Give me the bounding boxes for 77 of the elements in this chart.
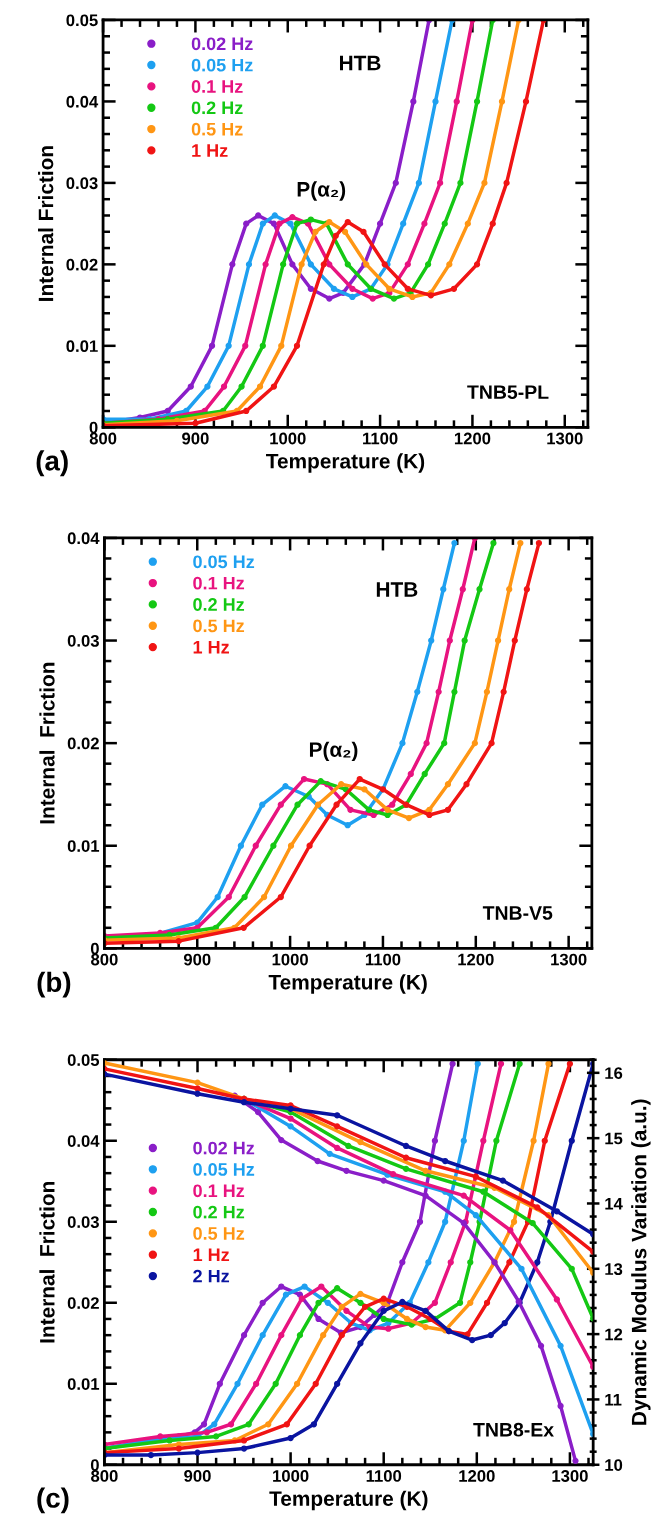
y2-tick-label: 15 xyxy=(605,1132,623,1145)
y2-tick-label: 11 xyxy=(605,1394,622,1406)
y-axis-title: Internal Friction xyxy=(39,662,55,824)
x-axis-title: Temperature (K) xyxy=(266,453,425,473)
x-axis-title: Temperature (K) xyxy=(269,1490,428,1511)
y-tick-label: 0.04 xyxy=(67,532,100,545)
x-tick-label: 1000 xyxy=(273,1470,309,1482)
x-tick-label: 1200 xyxy=(459,1470,495,1482)
x-tick-label: 1000 xyxy=(270,432,306,445)
x-tick-label: 1000 xyxy=(272,953,308,966)
text: (c) xyxy=(37,1487,69,1514)
legend-label: 0.05 Hz xyxy=(193,1163,255,1176)
x-tick-label: 900 xyxy=(182,432,209,445)
y-tick-label: 0.01 xyxy=(67,840,100,852)
annotation: TNB8-Ex xyxy=(473,1422,554,1437)
annotation: P(α₂) xyxy=(309,741,358,762)
y-tick-label: 0.03 xyxy=(67,634,99,647)
legend-label: 0.02 Hz xyxy=(191,37,253,51)
y2-tick-label: 12 xyxy=(605,1328,623,1341)
x-tick-label: 800 xyxy=(91,953,118,966)
annotation: P(α₂) xyxy=(297,181,346,201)
y-tick-label: 0.05 xyxy=(67,1054,100,1066)
legend-label: 0.05 Hz xyxy=(191,58,253,72)
text: (a) xyxy=(36,450,68,477)
annotation: TNB5-PL xyxy=(467,385,549,399)
x-tick-label: 1300 xyxy=(547,432,583,445)
legend-label: 1 Hz xyxy=(192,144,228,157)
legend-label: 0.05 Hz xyxy=(193,555,255,569)
y2-axis-title: Dynamic Modulus Variation (a.u.) xyxy=(631,1099,651,1425)
legend-label: 0.5 Hz xyxy=(193,619,245,633)
y2-tick-label: 13 xyxy=(605,1263,623,1276)
x-tick-label: 800 xyxy=(89,432,117,445)
text: (b) xyxy=(37,971,71,998)
y-tick-label: 0.02 xyxy=(67,737,99,750)
y-tick-label: 0.04 xyxy=(66,95,99,108)
y-tick-label: 0.01 xyxy=(67,1378,100,1390)
x-axis-title: Temperature (K) xyxy=(268,974,427,994)
y-tick-label: 0.03 xyxy=(67,1216,99,1228)
legend-label: 0.2 Hz xyxy=(193,1205,245,1219)
legend-label: 1 Hz xyxy=(193,640,229,654)
legend-label: 0.2 Hz xyxy=(191,101,243,115)
y-tick-label: 0 xyxy=(90,942,99,955)
x-tick-label: 1100 xyxy=(363,432,398,445)
y2-tick-label: 16 xyxy=(605,1067,623,1080)
annotation: HTB xyxy=(376,582,418,597)
y-tick-label: 0 xyxy=(90,1459,99,1471)
y2-tick-label: 14 xyxy=(605,1198,623,1210)
legend-label: 0.5 Hz xyxy=(193,1227,245,1240)
y-axis-title: Internal Friction xyxy=(38,146,54,301)
legend-label: 0.5 Hz xyxy=(191,122,243,136)
y-tick-label: 0.02 xyxy=(67,1297,99,1309)
legend-label: 0.2 Hz xyxy=(193,598,245,611)
x-tick-label: 1100 xyxy=(366,1470,402,1482)
x-tick-label: 900 xyxy=(183,953,211,966)
y-axis-title: Internal Friction xyxy=(39,1181,55,1343)
annotation: HTB xyxy=(340,55,381,71)
y-tick-label: 0.05 xyxy=(66,14,98,27)
x-tick-label: 1300 xyxy=(551,953,587,966)
legend-label: 0.1 Hz xyxy=(193,576,245,590)
legend-label: 0.1 Hz xyxy=(193,1184,245,1198)
legend-label: 0.1 Hz xyxy=(191,80,243,93)
x-tick-label: 1300 xyxy=(552,1470,588,1482)
x-tick-label: 900 xyxy=(184,1470,211,1482)
y-tick-label: 0 xyxy=(89,421,98,434)
legend-label: 1 Hz xyxy=(193,1248,230,1262)
y-tick-label: 0.04 xyxy=(67,1135,100,1147)
y2-tick-label: 10 xyxy=(605,1459,623,1471)
x-tick-label: 1100 xyxy=(365,953,401,966)
y-tick-label: 0.01 xyxy=(66,340,98,353)
legend-label: 2 Hz xyxy=(193,1269,230,1283)
x-tick-label: 1200 xyxy=(458,953,494,966)
y-tick-label: 0.02 xyxy=(66,258,98,271)
x-tick-label: 1200 xyxy=(454,432,491,445)
annotation: TNB-V5 xyxy=(482,906,553,920)
x-tick-label: 800 xyxy=(91,1470,118,1482)
legend-label: 0.02 Hz xyxy=(193,1141,255,1155)
y-tick-label: 0.03 xyxy=(66,177,98,190)
